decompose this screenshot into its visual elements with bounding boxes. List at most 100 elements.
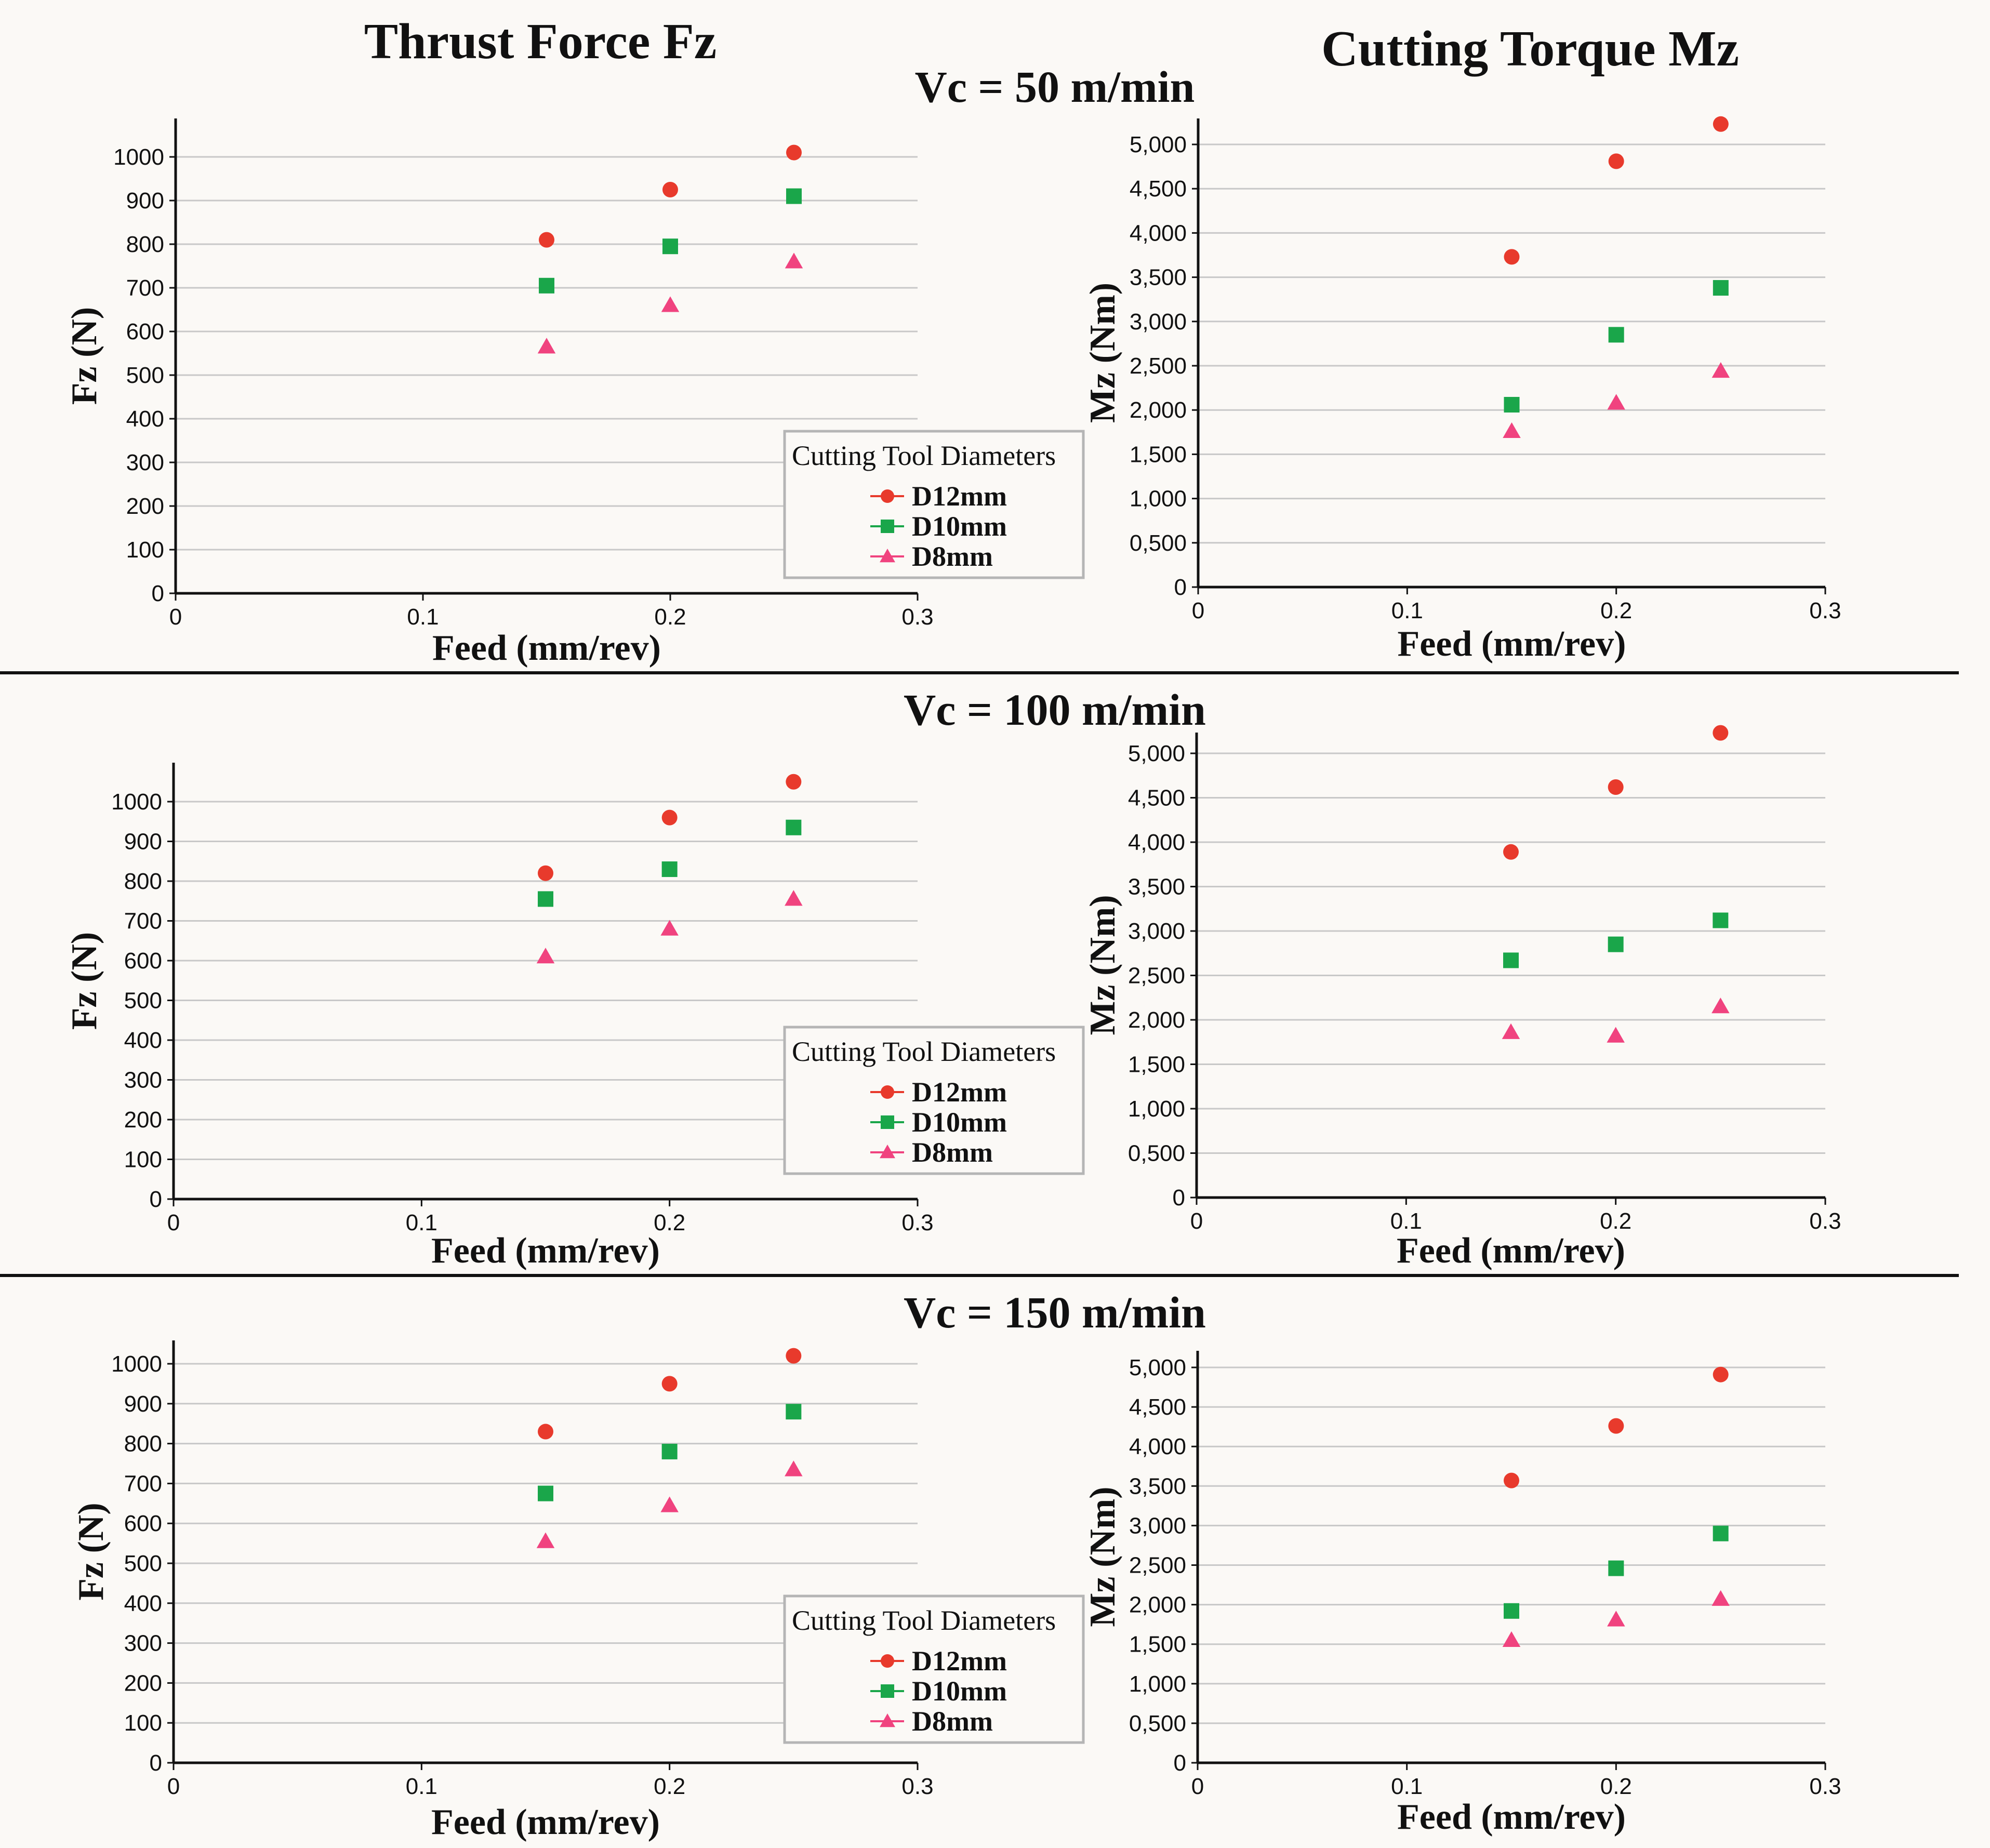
y-tick-label: 800 — [124, 1431, 162, 1457]
data-point-d10mm — [662, 238, 678, 255]
x-tick-label: 0 — [1190, 1208, 1203, 1234]
data-point-d8mm — [661, 296, 680, 312]
legend-title: Cutting Tool Diameters — [792, 440, 1056, 471]
y-tick-label: 1,000 — [1128, 1096, 1185, 1122]
x-tick-label: 0.3 — [1809, 1208, 1841, 1234]
x-tick-label: 0.2 — [1600, 1774, 1632, 1799]
x-tick-label: 0.3 — [901, 1210, 933, 1235]
y-tick-label: 300 — [126, 450, 164, 475]
legend-marker-d8mm — [880, 1713, 895, 1727]
y-tick-label: 1,500 — [1129, 1632, 1186, 1657]
y-tick-label: 4,000 — [1129, 1434, 1186, 1459]
x-axis-title: Feed (mm/rev) — [1397, 1231, 1625, 1271]
data-point-d8mm — [537, 338, 556, 354]
data-point-d10mm — [786, 819, 802, 835]
y-tick-label: 0 — [1174, 575, 1187, 600]
legend-marker-d10mm — [881, 1115, 894, 1129]
legend-box — [783, 430, 1085, 579]
data-point-d12mm — [1608, 1418, 1624, 1434]
y-tick-label: 4,500 — [1128, 786, 1185, 811]
x-tick-label: 0.1 — [407, 604, 439, 630]
y-tick-label: 600 — [124, 948, 162, 974]
legend-label: D8mm — [912, 1706, 993, 1737]
y-tick-label: 0 — [150, 1750, 162, 1776]
data-point-d8mm — [1502, 1023, 1520, 1039]
legend-marker-d8mm — [880, 549, 895, 563]
x-axis-title: Feed (mm/rev) — [431, 1802, 660, 1842]
data-point-d8mm — [785, 890, 803, 906]
data-point-d10mm — [1608, 936, 1624, 952]
data-point-d10mm — [786, 188, 802, 204]
y-tick-label: 1,000 — [1129, 1671, 1186, 1697]
data-point-d10mm — [1713, 912, 1729, 928]
data-point-d8mm — [1503, 422, 1521, 438]
y-tick-label: 0,500 — [1128, 1141, 1185, 1166]
y-tick-label: 5,000 — [1130, 132, 1187, 157]
x-tick-label: 0.1 — [406, 1774, 437, 1799]
data-point-d10mm — [538, 1485, 553, 1501]
data-point-d10mm — [1608, 1560, 1624, 1576]
data-point-d8mm — [660, 1496, 679, 1512]
data-point-d8mm — [1502, 1631, 1521, 1647]
y-tick-label: 100 — [124, 1710, 162, 1736]
data-point-d8mm — [1607, 1027, 1625, 1043]
x-tick-label: 0.2 — [1600, 1208, 1631, 1234]
data-point-d12mm — [1503, 844, 1519, 860]
chart-fz_100: 0 100 200 300 400 500 600 700 800 900 1000 0 0.1 0.2 0… — [64, 763, 1085, 1271]
legend-box — [783, 1594, 1085, 1744]
legend-title: Cutting Tool Diameters — [792, 1605, 1056, 1636]
y-tick-label: 300 — [124, 1068, 162, 1093]
y-tick-label: 500 — [124, 1551, 162, 1576]
y-tick-label: 1,500 — [1130, 442, 1187, 467]
y-tick-label: 200 — [124, 1670, 162, 1696]
x-axis-title: Feed (mm/rev) — [1397, 1797, 1626, 1837]
data-point-d8mm — [1712, 362, 1730, 378]
data-point-d12mm — [1608, 779, 1624, 795]
x-axis-title: Feed (mm/rev) — [432, 628, 661, 668]
data-point-d12mm — [1504, 249, 1520, 265]
y-tick-label: 900 — [126, 188, 164, 214]
data-point-d8mm — [1607, 1611, 1625, 1627]
y-tick-label: 0 — [150, 1187, 162, 1212]
y-tick-label: 0,500 — [1129, 1711, 1186, 1736]
y-tick-label: 2,000 — [1129, 1592, 1186, 1618]
y-axis-title: Fz (N) — [71, 1503, 111, 1601]
x-tick-label: 0.3 — [1809, 1774, 1841, 1799]
y-tick-label: 4,500 — [1129, 1394, 1186, 1420]
x-tick-label: 0.2 — [654, 604, 686, 630]
y-tick-label: 2,500 — [1130, 353, 1187, 379]
data-point-d12mm — [786, 774, 802, 790]
x-tick-label: 0 — [1191, 1774, 1204, 1799]
x-tick-label: 0.3 — [1809, 598, 1841, 623]
y-tick-label: 0,500 — [1130, 530, 1187, 556]
y-tick-label: 400 — [126, 406, 164, 432]
x-tick-label: 0.1 — [1391, 1774, 1423, 1799]
y-tick-label: 3,000 — [1129, 1513, 1186, 1538]
y-tick-label: 200 — [126, 494, 164, 519]
row-title-vc100: Vc = 100 m/min — [904, 685, 1206, 735]
legend-title: Cutting Tool Diameters — [792, 1036, 1056, 1067]
y-tick-label: 3,500 — [1128, 874, 1185, 900]
y-tick-label: 2,000 — [1128, 1007, 1185, 1033]
legend-marker-d10mm — [881, 520, 894, 533]
data-point-d12mm — [538, 1424, 553, 1440]
data-point-d12mm — [1713, 116, 1729, 132]
y-tick-label: 4,000 — [1128, 830, 1185, 855]
data-point-d10mm — [661, 861, 678, 878]
data-point-d8mm — [536, 1532, 555, 1548]
data-point-d12mm — [1608, 153, 1624, 169]
data-point-d8mm — [1712, 998, 1730, 1014]
data-point-d10mm — [539, 277, 554, 294]
y-tick-label: 500 — [124, 988, 162, 1014]
x-tick-label: 0.1 — [406, 1210, 437, 1235]
x-tick-label: 0.2 — [654, 1210, 685, 1235]
legend-label: D12mm — [912, 1076, 1007, 1108]
y-axis-title: Fz (N) — [64, 932, 104, 1030]
data-point-d12mm — [1713, 725, 1729, 741]
column-title-torque: Cutting Torque Mz — [1321, 21, 1739, 77]
y-tick-label: 0 — [1174, 1750, 1186, 1776]
y-tick-label: 100 — [126, 537, 164, 563]
legend-label: D10mm — [912, 511, 1007, 542]
